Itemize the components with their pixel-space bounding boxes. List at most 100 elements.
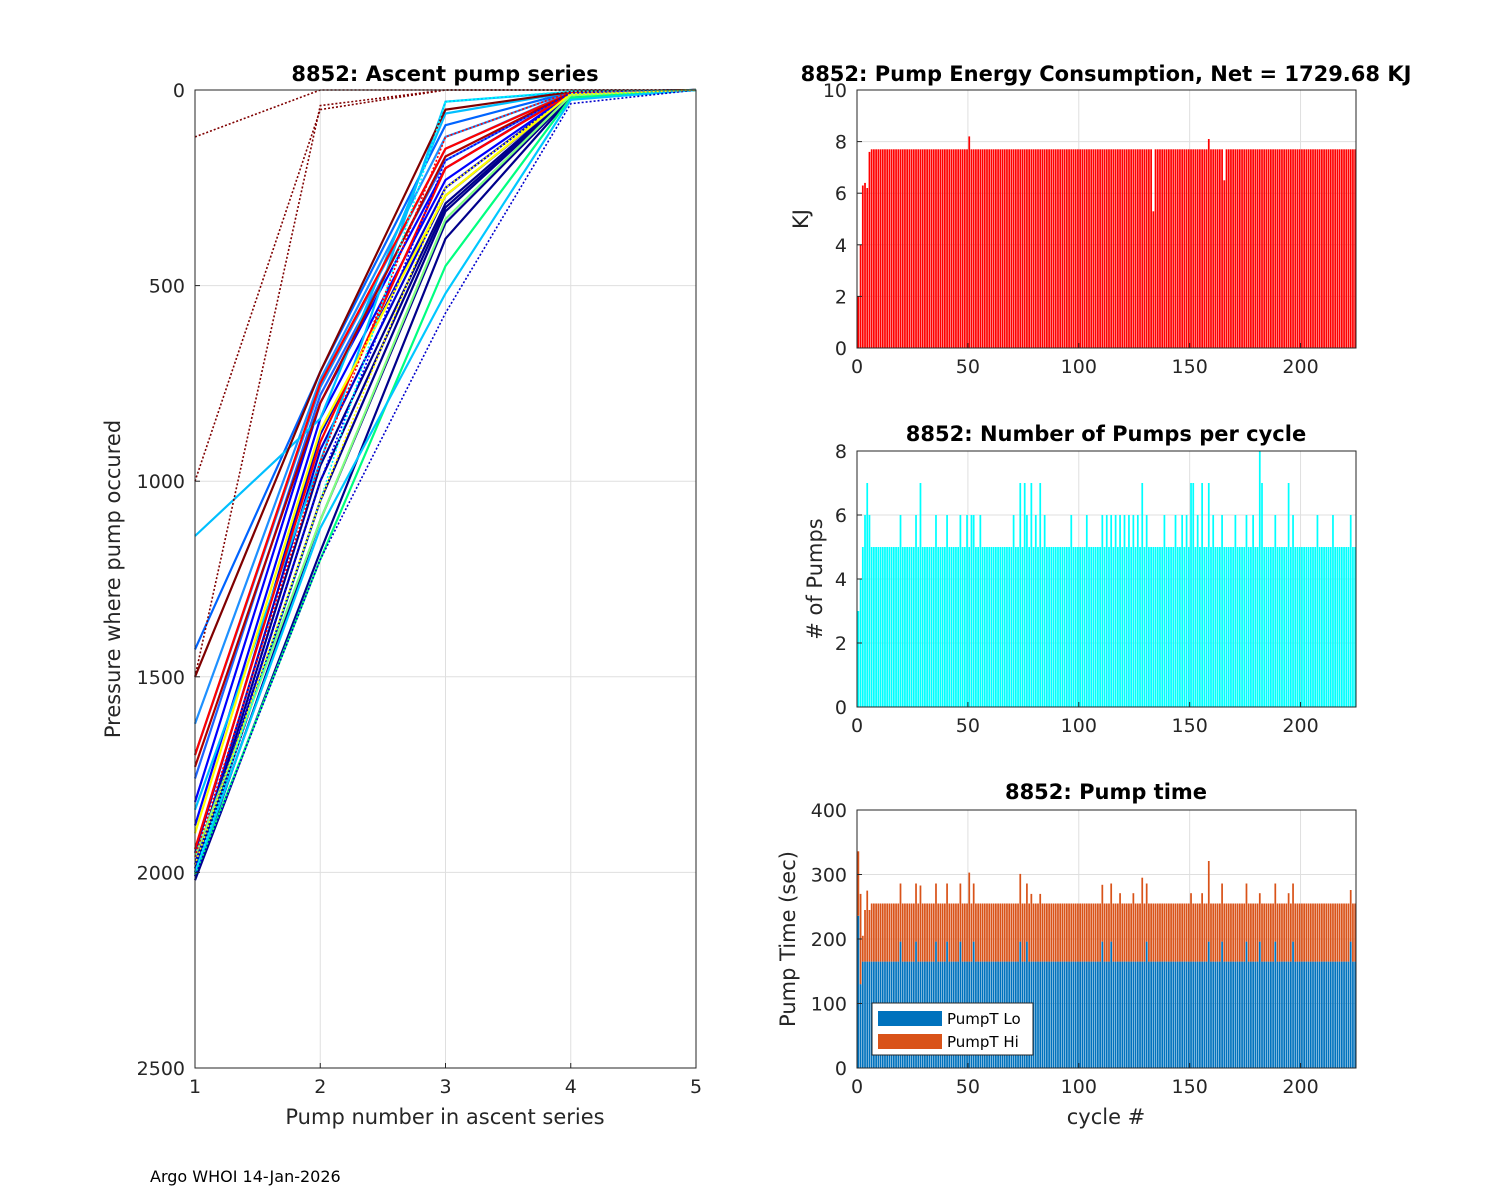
pumps-bar: [977, 547, 979, 707]
time-bar-lo: [1057, 961, 1059, 1068]
time-bar-hi: [1105, 903, 1108, 962]
pumps-bar: [1234, 515, 1237, 707]
energy-bar: [1039, 149, 1042, 348]
time-bar-lo: [1303, 961, 1305, 1068]
time-bar-lo: [1083, 961, 1086, 1068]
pumps-bar: [1223, 547, 1226, 707]
pumps-bar: [899, 515, 902, 707]
pumps-bar: [1063, 547, 1066, 707]
pumps-bar: [966, 515, 968, 707]
pumps-bar: [1099, 547, 1101, 707]
time-bar-hi: [1065, 903, 1068, 962]
pumps-bar: [1185, 515, 1188, 707]
pumps-bar: [950, 547, 953, 707]
time-bar-lo: [1081, 961, 1084, 1068]
energy-bar: [1270, 149, 1272, 348]
pumps-bar: [1179, 547, 1181, 707]
time-bar-hi: [1236, 903, 1239, 962]
time-bar-hi: [1114, 903, 1117, 962]
time-bar-hi: [1176, 903, 1179, 962]
pumps-xtick-label: 50: [956, 715, 980, 737]
time-bar-hi: [1028, 903, 1030, 962]
time-bar-lo: [1063, 961, 1066, 1068]
time-bar-lo: [1054, 961, 1057, 1068]
time-bar-hi: [948, 903, 951, 962]
energy-bar: [1065, 149, 1068, 348]
pumps-bar: [1340, 547, 1343, 707]
time-bar-lo: [1232, 961, 1235, 1068]
energy-ytick-label: 10: [823, 80, 847, 102]
time-bar-lo: [1139, 961, 1141, 1068]
pumps-bar: [1247, 547, 1250, 707]
energy-bar: [972, 149, 975, 348]
time-bar-hi: [928, 903, 931, 962]
time-bar-lo: [1223, 961, 1226, 1068]
pumps-bar: [1017, 547, 1019, 707]
time-bar-hi: [1294, 903, 1297, 962]
time-bar-hi: [1323, 903, 1325, 962]
ascent-ytick-label: 500: [149, 276, 185, 298]
pumps-bar: [901, 547, 904, 707]
energy-bar: [1108, 149, 1110, 348]
ascent-title: 8852: Ascent pump series: [291, 62, 598, 86]
time-bar-lo: [1343, 961, 1345, 1068]
time-bar-lo: [1059, 961, 1062, 1068]
pumps-bar: [1347, 547, 1350, 707]
time-bar-lo: [1312, 961, 1314, 1068]
energy-bar: [1307, 149, 1310, 348]
time-bar-lo: [857, 915, 860, 1068]
pumps-bar: [1323, 547, 1325, 707]
energy-bar: [1334, 149, 1337, 348]
energy-bar: [1219, 149, 1221, 348]
energy-bar: [1349, 149, 1352, 348]
time-bar-hi: [1174, 903, 1177, 962]
pumps-bar: [1196, 515, 1199, 707]
energy-bar: [1174, 149, 1177, 348]
pumps-bar: [1046, 547, 1048, 707]
pumps-bar: [881, 547, 884, 707]
time-bar-hi: [1094, 903, 1097, 962]
time-bar-hi: [1227, 903, 1230, 962]
time-bar-hi: [957, 903, 960, 962]
energy-bar: [1125, 149, 1128, 348]
time-bar-lo: [1323, 961, 1325, 1068]
time-bar-hi: [879, 903, 882, 962]
pumps-bar: [1110, 515, 1113, 707]
energy-bar: [1156, 149, 1159, 348]
energy-bar: [1077, 149, 1079, 348]
energy-bar: [1283, 149, 1286, 348]
energy-xtick-label: 150: [1172, 356, 1208, 378]
time-bar-lo: [1201, 961, 1203, 1068]
time-bar-hi: [1199, 903, 1201, 962]
ascent-xlabel: Pump number in ascent series: [285, 1105, 604, 1129]
energy-bar: [1203, 149, 1206, 348]
time-bar-lo: [1156, 961, 1159, 1068]
time-bar-hi: [983, 903, 986, 962]
ascent-xtick-label: 1: [189, 1076, 201, 1098]
time-bar-hi: [1172, 903, 1175, 962]
energy-bar: [1150, 149, 1152, 348]
pumps-bar: [1130, 547, 1133, 707]
time-bar-hi: [1034, 903, 1037, 962]
pumps-bar: [955, 547, 957, 707]
time-bar-hi: [1287, 893, 1290, 962]
pumps-bar: [875, 547, 877, 707]
energy-ytick-label: 0: [835, 338, 847, 360]
time-bar-lo: [1077, 961, 1079, 1068]
time-bar-lo: [1241, 961, 1243, 1068]
pumps-bar: [1081, 547, 1084, 707]
time-bar-lo: [1318, 961, 1321, 1068]
energy-bar: [1325, 149, 1328, 348]
pumps-bar: [1289, 547, 1292, 707]
time-bar-lo: [1108, 961, 1110, 1068]
time-bar-lo: [1321, 961, 1323, 1068]
time-bar-hi: [1125, 903, 1128, 962]
energy-bar: [952, 149, 955, 348]
energy-bar: [861, 185, 864, 348]
pumps-bar: [1152, 547, 1155, 707]
energy-bar: [1057, 149, 1059, 348]
pumps-bar: [1101, 515, 1104, 707]
time-bar-hi: [972, 883, 975, 942]
pumps-bar: [1054, 547, 1057, 707]
time-bar-lo: [1068, 961, 1070, 1068]
